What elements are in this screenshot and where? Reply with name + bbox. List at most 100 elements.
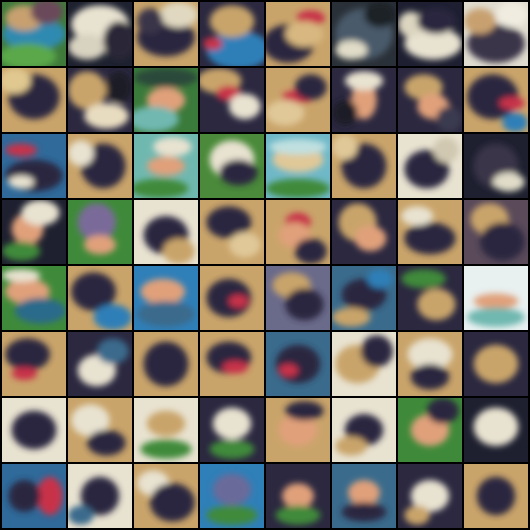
sample-blob [401, 269, 446, 289]
sample-tile [464, 2, 528, 66]
sample-tile [200, 2, 264, 66]
sample-tile [332, 134, 396, 198]
sample-blob [206, 505, 258, 525]
sample-image [332, 398, 396, 462]
sample-blob [137, 301, 195, 327]
sample-tile [200, 266, 264, 330]
sample-tile [398, 332, 462, 396]
sample-image [266, 2, 330, 66]
sample-blob [206, 30, 264, 66]
sample-tile [200, 398, 264, 462]
sample-tile [464, 134, 528, 198]
sample-blob [417, 288, 456, 321]
sample-blob [285, 288, 324, 321]
sample-blob [11, 367, 38, 380]
sample-tile [398, 266, 462, 330]
sample-image [2, 68, 66, 132]
sample-blob [410, 364, 450, 390]
sample-blob [407, 338, 453, 371]
sample-image [200, 200, 264, 264]
sample-image [2, 266, 66, 330]
sample-image [200, 398, 264, 462]
sample-tile [398, 200, 462, 264]
sample-blob [143, 341, 189, 387]
sample-image [398, 134, 462, 198]
sample-blob [37, 476, 63, 516]
sample-tile [2, 2, 66, 66]
sample-blob [398, 11, 424, 38]
sample-blob [93, 304, 132, 330]
sample-blob [68, 71, 107, 110]
sample-blob [464, 8, 496, 34]
sample-blob [96, 338, 129, 364]
sample-image [332, 464, 396, 528]
sample-image [200, 134, 264, 198]
sample-tile [134, 200, 198, 264]
sample-blob [467, 74, 519, 120]
sample-tile [464, 200, 528, 264]
sample-blob [335, 436, 368, 456]
sample-blob [410, 480, 450, 512]
sample-blob [332, 100, 358, 126]
sample-blob [502, 112, 528, 132]
sample-blob [103, 21, 132, 60]
sample-blob [140, 278, 186, 305]
sample-tile [134, 398, 198, 462]
sample-blob [367, 269, 393, 289]
sample-blob [222, 360, 248, 374]
sample-image [332, 266, 396, 330]
sample-blob [206, 278, 252, 318]
sample-blob [209, 5, 255, 38]
sample-blob [351, 80, 377, 120]
sample-blob [106, 71, 132, 104]
sample-blob [354, 225, 387, 252]
sample-tile [200, 332, 264, 396]
sample-blob [2, 43, 57, 66]
sample-image [68, 464, 132, 528]
sample-blob [404, 505, 430, 525]
sample-tile [68, 68, 132, 132]
sample-blob [364, 2, 396, 28]
sample-blob [480, 222, 525, 261]
sample-tile [134, 464, 198, 528]
sample-image [266, 332, 330, 396]
sample-blob [492, 172, 525, 192]
sample-blob [266, 178, 330, 198]
sample-blob [476, 476, 516, 516]
sample-image [398, 398, 462, 462]
sample-image [332, 200, 396, 264]
sample-image [2, 200, 66, 264]
sample-tile [200, 68, 264, 132]
sample-tile [266, 2, 330, 66]
sample-image [266, 266, 330, 330]
sample-blob [8, 480, 41, 512]
sample-blob [426, 398, 459, 424]
sample-blob [71, 404, 110, 437]
sample-tile [200, 200, 264, 264]
sample-image [398, 2, 462, 66]
sample-blob [68, 140, 94, 166]
sample-blob [332, 307, 371, 327]
sample-tile [332, 266, 396, 330]
sample-blob [87, 430, 126, 456]
sample-tile [464, 68, 528, 132]
sample-blob [212, 407, 252, 440]
sample-blob [134, 68, 198, 88]
sample-tile [2, 398, 66, 462]
sample-tile [134, 68, 198, 132]
sample-image [134, 200, 198, 264]
sample-blob [269, 139, 327, 155]
sample-blob [146, 156, 186, 176]
sample-blob [228, 232, 261, 258]
sample-tile [2, 266, 66, 330]
sample-image [266, 398, 330, 462]
sample-tile [68, 2, 132, 66]
sample-blob [84, 103, 129, 129]
sample-image [200, 332, 264, 396]
sample-blob [159, 2, 198, 28]
sample-blob [348, 480, 380, 506]
sample-blob [266, 100, 305, 126]
sample-image [2, 398, 66, 462]
sample-blob [80, 476, 120, 516]
sample-tile [134, 266, 198, 330]
